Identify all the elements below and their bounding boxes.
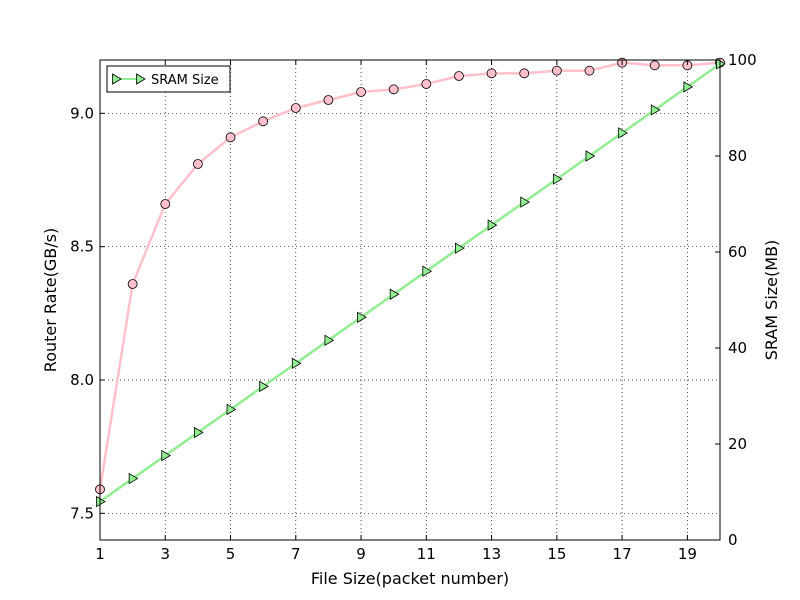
y-right-tick-label: 0 [728,531,738,549]
data-point [618,127,628,139]
data-point [258,116,269,127]
y-right-tick-label: 20 [728,435,747,453]
data-point [683,81,694,93]
series-lines [98,61,721,503]
y-right-tick-label: 60 [728,243,747,261]
data-point [225,132,236,143]
data-point [389,288,400,300]
y-right-tick-label: 100 [728,51,757,69]
data-point [290,103,301,113]
series-line-router-rate [98,61,721,490]
x-tick-label: 1 [95,545,105,563]
data-point [649,60,660,71]
data-point [584,65,595,76]
y-left-tick-label: 8.5 [70,238,94,256]
x-tick-label: 7 [291,545,301,563]
legend-marker [136,73,146,85]
x-tick-label: 17 [613,545,632,563]
data-point [519,68,530,79]
x-tick-label: 15 [547,545,566,563]
data-point [356,87,366,97]
legend-marker [112,73,122,85]
x-tick-label: 5 [226,545,236,563]
x-tick-label: 19 [678,545,697,563]
y-left-tick-label: 7.5 [70,504,94,522]
data-point [650,104,661,116]
data-point [388,84,399,95]
data-point [96,495,106,508]
y-right-tick-label: 40 [728,339,747,357]
data-point [161,449,172,462]
data-point [551,65,562,76]
x-tick-label: 9 [356,545,366,563]
data-point [192,159,203,169]
data-point [455,242,465,254]
data-point [226,403,237,416]
plot-frame [99,59,721,541]
y-right-tick-label: 80 [728,147,747,165]
y-left-tick-label: 8.0 [70,371,94,389]
data-point [716,58,726,70]
series-line-sram-size [99,62,721,503]
x-tick-label: 3 [160,545,170,563]
data-point [127,279,138,289]
data-point [323,95,334,105]
axis-ticks [99,59,720,541]
legend: SRAM Size [106,65,231,93]
data-point [454,71,464,81]
grid-lines [99,60,720,540]
data-point [552,173,563,185]
x-tick-label: 11 [417,545,436,563]
data-point [193,426,204,439]
x-tick-label: 13 [482,545,501,563]
y-left-tick-label: 9.0 [70,104,94,122]
data-point [421,79,432,89]
data-point [128,472,139,485]
data-point [487,219,498,231]
y-axis-right-label: SRAM Size(MB) [762,240,781,361]
data-point [520,196,530,208]
legend-entry-label: SRAM Size [151,73,219,88]
data-point [486,68,497,79]
x-axis-label: File Size(packet number) [311,569,509,588]
data-point [357,311,367,323]
data-point [324,334,335,347]
data-point [291,357,302,370]
data-point [422,265,433,277]
data-point [585,150,596,162]
data-point [259,380,269,393]
y-axis-left-label: Router Rate(GB/s) [41,228,60,372]
data-point [160,199,171,209]
legend-swatch-markers [112,73,146,85]
